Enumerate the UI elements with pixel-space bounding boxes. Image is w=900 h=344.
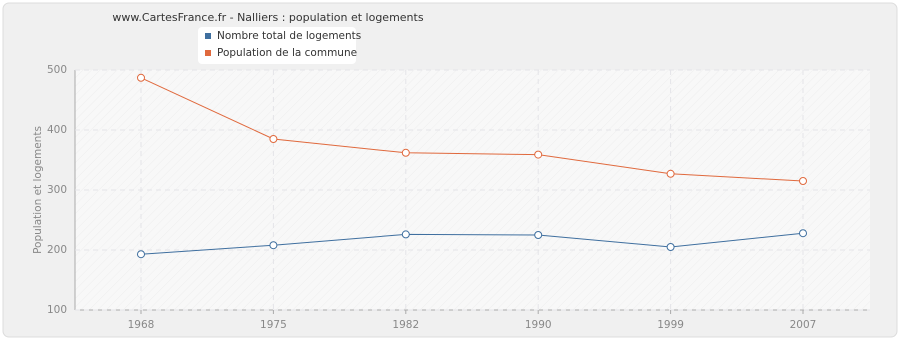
x-tick-label: 1975 [260, 319, 287, 331]
legend-swatch [205, 50, 211, 56]
legend [198, 27, 356, 64]
y-tick-label: 400 [47, 124, 67, 136]
data-point [137, 73, 145, 82]
x-tick-label: 2007 [790, 319, 817, 331]
x-tick-label: 1982 [392, 319, 419, 331]
y-tick-label: 100 [47, 304, 67, 316]
legend-label: Population de la commune [217, 47, 357, 59]
data-point [269, 241, 278, 250]
data-point [401, 148, 410, 157]
data-point [534, 150, 543, 159]
x-tick-label: 1968 [128, 319, 155, 331]
series-line [140, 232, 804, 255]
data-point [799, 177, 807, 185]
y-tick-label: 300 [47, 184, 67, 196]
y-tick-label: 200 [47, 244, 67, 256]
data-point [269, 135, 278, 143]
legend-label: Nombre total de logements [217, 30, 361, 42]
data-point [401, 230, 410, 239]
legend-swatch [205, 33, 211, 39]
y-tick-label: 500 [47, 64, 67, 76]
data-point [799, 229, 807, 238]
data-point [137, 250, 145, 259]
data-point [666, 243, 675, 251]
data-point [666, 169, 675, 178]
x-tick-label: 1999 [657, 319, 684, 331]
data-point [534, 231, 543, 239]
y-axis-label: Population et logements [32, 126, 44, 254]
series-line [140, 77, 804, 182]
chart-title: www.CartesFrance.fr - Nalliers : populat… [112, 11, 423, 24]
x-tick-label: 1990 [525, 319, 552, 331]
